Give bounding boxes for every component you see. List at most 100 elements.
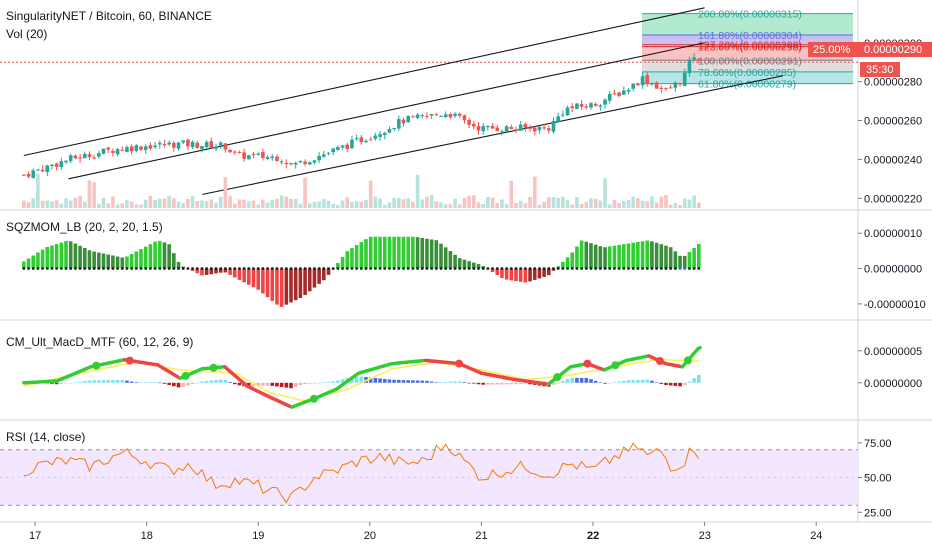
- volume-bar: [579, 204, 584, 208]
- squeeze-dot: [163, 267, 166, 270]
- momentum-bar: [247, 268, 251, 285]
- macd-histogram-bar: [157, 382, 162, 384]
- momentum-bar: [307, 268, 312, 292]
- macd-histogram-bar: [92, 380, 96, 383]
- momentum-bar: [570, 252, 575, 269]
- macd-histogram-bar: [181, 382, 186, 387]
- squeeze-dot: [641, 267, 644, 270]
- macd-cross-dot: [125, 356, 134, 365]
- fib-band: [642, 46, 853, 61]
- volume-bar: [40, 200, 45, 208]
- y-tick-label: 0.00000000: [864, 264, 922, 276]
- volume-bar: [551, 197, 556, 208]
- candle-body: [232, 151, 237, 153]
- candle-body: [125, 147, 129, 152]
- macd-cross-dot: [455, 359, 464, 368]
- fib-level-label: 161.80%(0.00000304): [698, 30, 802, 42]
- squeeze-dot: [538, 267, 541, 270]
- macd-histogram-bar: [82, 381, 87, 383]
- volume-bar: [406, 198, 410, 208]
- squeeze-dot: [411, 267, 415, 270]
- macd-histogram-bar: [101, 380, 106, 383]
- momentum-bar: [518, 268, 523, 282]
- momentum-bar: [298, 268, 303, 298]
- momentum-bar: [162, 242, 167, 269]
- volume-bar: [279, 195, 284, 208]
- macd-histogram-bar: [453, 381, 457, 383]
- macd-histogram-bar: [359, 376, 364, 383]
- squeeze-dot: [477, 267, 480, 270]
- squeeze-dot: [107, 267, 110, 270]
- time-scale[interactable]: 17 18 19 20 21 22 23 24: [29, 522, 822, 542]
- momentum-bar: [68, 241, 73, 269]
- volume-bar: [528, 197, 532, 208]
- y-tick-label: 50.00: [864, 473, 892, 485]
- fib-band: [642, 44, 853, 47]
- squeeze-dot: [589, 267, 593, 270]
- momentum-bar: [509, 268, 514, 281]
- squeeze-dot: [32, 267, 35, 270]
- macd-histogram-bar: [425, 380, 429, 383]
- squeeze-dot: [196, 267, 199, 270]
- momentum-bar: [317, 268, 321, 284]
- squeeze-dot: [280, 267, 283, 270]
- volume-bar: [537, 204, 542, 208]
- macd-histogram-bar: [195, 382, 200, 384]
- momentum-bar: [500, 268, 504, 279]
- macd-histogram-bar: [504, 382, 509, 385]
- macd-histogram-bar: [134, 382, 139, 383]
- price-scale[interactable]: 0.000003000.000002800.000002600.00000240…: [858, 38, 926, 520]
- macd-cross-dot: [310, 394, 318, 403]
- volume-bar: [678, 204, 682, 208]
- macd-histogram-bar: [509, 382, 514, 385]
- squeeze-dot: [130, 267, 133, 270]
- momentum-bar: [214, 268, 218, 274]
- macd-indicator[interactable]: [22, 345, 702, 409]
- fib-level-label: 127.20%(0.00000299): [698, 40, 802, 52]
- volume-bar: [256, 204, 260, 208]
- momentum-bar: [650, 241, 654, 269]
- volume-bar: [500, 199, 504, 208]
- candle-body: [31, 170, 36, 178]
- squeeze-dot: [603, 267, 607, 270]
- fibonacci-extension[interactable]: 200.00%(0.00000315) 161.80%(0.00000304)12…: [642, 9, 853, 91]
- candle-body: [176, 142, 181, 149]
- squeeze-momentum-histogram[interactable]: [22, 236, 701, 307]
- macd-histogram-bar: [434, 382, 439, 383]
- trend-channels[interactable]: [23, 7, 783, 195]
- candle-body: [448, 114, 453, 118]
- macd-histogram-bar: [692, 378, 696, 383]
- rsi-title: RSI (14, close): [6, 430, 85, 444]
- volume-bar: [429, 195, 434, 208]
- macd-histogram-bar: [565, 379, 570, 383]
- volume-bar: [593, 198, 598, 208]
- volume-bar: [378, 198, 382, 208]
- candle-body: [214, 146, 218, 149]
- macd-histogram-bar: [218, 379, 223, 383]
- candle-body: [68, 155, 73, 162]
- volume-bar: [575, 197, 579, 208]
- squeeze-dot: [580, 267, 583, 270]
- x-tick-label: 19: [252, 530, 264, 542]
- volume-bar: [673, 202, 678, 208]
- volume-bar: [692, 195, 696, 208]
- squeeze-dot: [153, 267, 157, 270]
- x-tick-label: 21: [475, 530, 487, 542]
- macd-histogram-bar: [443, 381, 448, 383]
- candle-body: [467, 119, 471, 125]
- candle-body: [36, 169, 40, 171]
- candle-body: [504, 126, 509, 132]
- candles[interactable]: [22, 53, 701, 179]
- momentum-bar: [462, 259, 467, 269]
- candle-body: [673, 82, 678, 88]
- volume-bar: [228, 195, 232, 208]
- momentum-bar: [111, 255, 115, 269]
- squeeze-dot: [257, 267, 260, 270]
- rsi-indicator[interactable]: [0, 442, 858, 506]
- squeeze-dot: [585, 267, 588, 270]
- squeeze-dot: [46, 267, 49, 270]
- momentum-bar: [237, 268, 242, 280]
- macd-histogram-bar: [223, 379, 228, 383]
- volume-bar: [509, 180, 514, 208]
